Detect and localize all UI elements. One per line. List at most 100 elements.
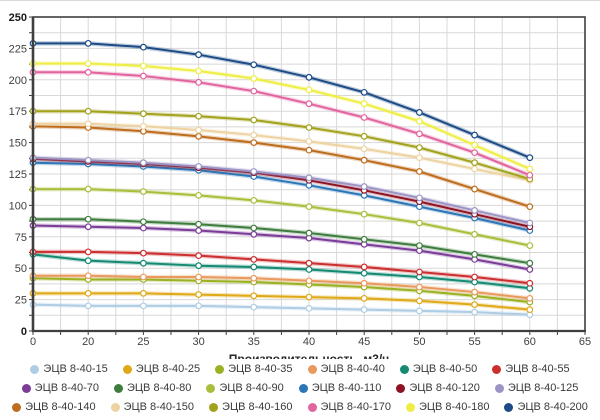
data-point [84, 272, 92, 280]
legend-item: ЭЦВ 8-40-55 [492, 360, 570, 378]
data-point [526, 165, 534, 173]
data-point [195, 112, 203, 120]
data-point [305, 203, 313, 211]
legend-label: ЭЦВ 8-40-35 [228, 363, 293, 375]
legend-item: ЭЦВ 8-40-50 [399, 360, 477, 378]
legend-item: ЭЦВ 8-40-150 [110, 398, 194, 416]
data-point [250, 224, 258, 232]
data-point [526, 171, 534, 179]
data-point [139, 259, 147, 267]
data-point [305, 73, 313, 81]
data-point [471, 308, 479, 316]
data-point [471, 250, 479, 258]
y-tick-label: 125 [9, 169, 27, 181]
legend-marker-icon [209, 402, 219, 412]
data-point [195, 67, 203, 75]
data-point [250, 139, 258, 147]
legend-label: ЭЦВ 8-40-200 [517, 401, 588, 413]
data-point [195, 78, 203, 86]
pump-curves-plot: 0 20 25 30 35 40 45 50 55 60 65 0 25 50 75 100 125 150 175… [9, 12, 591, 359]
x-tick-label: 65 [579, 336, 591, 348]
data-point [139, 159, 147, 167]
data-point [526, 203, 534, 211]
data-point [471, 141, 479, 149]
series-line-6 [32, 224, 530, 271]
series-line-8 [33, 188, 531, 247]
data-point [139, 224, 147, 232]
x-tick-label: 30 [192, 336, 204, 348]
data-point [360, 100, 368, 108]
data-point [471, 165, 479, 173]
series-line-4 [32, 253, 530, 290]
x-tick-label: 55 [468, 336, 480, 348]
data-point [360, 210, 368, 218]
legend-item: ЭЦВ 8-40-35 [215, 360, 293, 378]
data-point [195, 132, 203, 140]
data-point [305, 304, 313, 312]
legend-marker-icon [215, 364, 225, 374]
legend-item: ЭЦВ 8-40-25 [122, 360, 200, 378]
data-point [84, 68, 92, 76]
data-point [195, 302, 203, 310]
data-point [195, 273, 203, 281]
legend-marker-icon [307, 364, 317, 374]
data-point [139, 273, 147, 281]
legend-marker-icon [206, 383, 216, 393]
x-tick-label: 40 [303, 336, 315, 348]
data-point [416, 219, 423, 227]
data-point [526, 306, 534, 314]
data-point [84, 60, 92, 67]
data-point [526, 219, 534, 227]
data-point [250, 87, 258, 95]
data-point [416, 130, 423, 138]
data-point [195, 252, 203, 260]
data-point [305, 86, 313, 94]
series-line-1 [33, 292, 530, 311]
data-point [195, 227, 203, 234]
legend-label: ЭЦВ 8-40-160 [222, 401, 293, 413]
data-point [471, 207, 479, 214]
series-line-17 [33, 42, 531, 159]
data-point [416, 109, 423, 116]
series-line-15 [33, 71, 531, 177]
x-tick-label: 25 [137, 336, 149, 348]
series-line-14 [33, 110, 531, 180]
data-point [360, 269, 368, 277]
data-point [305, 146, 313, 154]
legend-item: ЭЦВ 8-40-140 [12, 398, 96, 416]
data-point [139, 110, 147, 118]
data-point [416, 307, 423, 315]
data-point [195, 291, 203, 298]
data-point [416, 297, 423, 305]
data-point [526, 242, 534, 249]
x-tick-label: 20 [82, 336, 94, 348]
data-point [139, 188, 147, 195]
y-tick-label: 75 [15, 232, 27, 244]
series-line-3 [33, 274, 530, 300]
series-line-16 [33, 62, 531, 170]
data-point [526, 279, 534, 287]
legend-item: ЭЦВ 8-40-110 [298, 379, 381, 397]
data-point [250, 196, 258, 204]
legend-marker-icon [298, 383, 308, 393]
data-point [250, 131, 258, 139]
x-tick-label: 50 [413, 336, 425, 348]
data-point [139, 72, 147, 80]
series-line-5 [33, 250, 530, 285]
data-point [526, 154, 534, 162]
legend-label: ЭЦВ 8-40-90 [219, 382, 284, 394]
data-point [471, 273, 479, 281]
legend-label: ЭЦВ 8-40-170 [320, 401, 391, 413]
data-point [360, 235, 368, 243]
legend-item: ЭЦВ 8-40-160 [209, 398, 293, 416]
data-point [84, 185, 92, 193]
data-point [139, 122, 147, 130]
data-point [250, 61, 258, 69]
legend-marker-icon [122, 364, 132, 374]
data-point [250, 292, 258, 300]
y-tick-label: 0 [21, 326, 27, 338]
legend-label: ЭЦВ 8-40-70 [34, 382, 100, 394]
series-line-0 [32, 303, 530, 316]
data-point [84, 215, 92, 223]
